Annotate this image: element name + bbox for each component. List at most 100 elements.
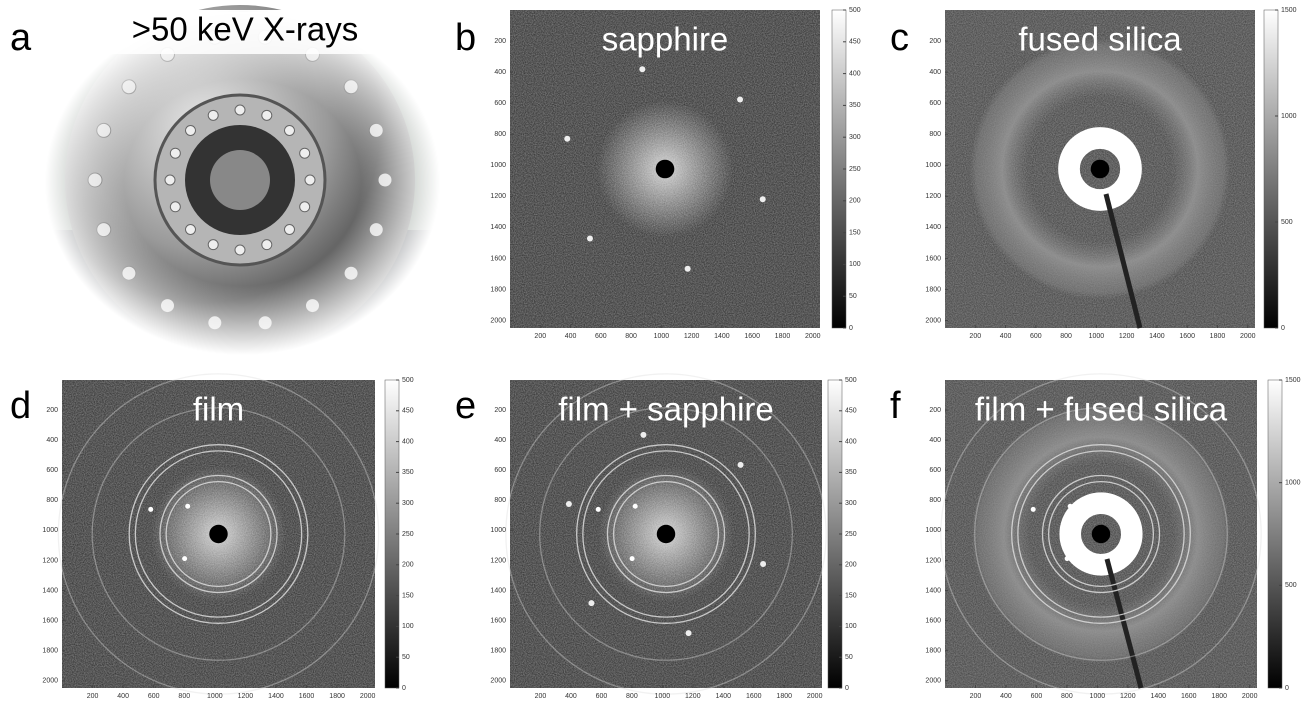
- y-tick-label: 1600: [490, 255, 506, 262]
- colorbar-tick-label: 350: [845, 469, 857, 476]
- x-tick-label: 1200: [685, 693, 701, 700]
- y-tick-label: 1600: [490, 617, 506, 624]
- colorbar-tick-label: 200: [845, 562, 857, 569]
- y-tick-label: 1800: [42, 648, 58, 655]
- colorbar-tick-label: 500: [1281, 219, 1293, 226]
- beamstop: [1092, 525, 1110, 543]
- bragg-spot: [596, 507, 601, 512]
- bragg-spot: [760, 561, 766, 567]
- y-tick-label: 800: [929, 497, 941, 504]
- x-tick-label: 400: [1000, 333, 1012, 340]
- y-tick-label: 1800: [490, 648, 506, 655]
- colorbar-tick-label: 0: [402, 685, 406, 692]
- y-tick-label: 200: [494, 38, 506, 45]
- bragg-spot: [185, 504, 190, 509]
- colorbar-tick-label: 300: [402, 500, 414, 507]
- y-tick-label: 600: [494, 467, 506, 474]
- x-tick-label: 2000: [1240, 333, 1256, 340]
- x-tick-label: 1000: [1090, 693, 1106, 700]
- panel-title: film + fused silica: [975, 391, 1228, 428]
- colorbar-tick-label: 150: [849, 229, 861, 236]
- y-tick-label: 1400: [490, 224, 506, 231]
- y-tick-label: 2000: [490, 317, 506, 324]
- x-tick-label: 1800: [1211, 693, 1227, 700]
- y-tick-label: 1000: [490, 162, 506, 169]
- y-tick-label: 1400: [925, 587, 941, 594]
- y-tick-label: 1000: [925, 527, 941, 534]
- colorbar-tick-label: 350: [849, 102, 861, 109]
- y-tick-label: 1200: [42, 557, 58, 564]
- y-tick-label: 200: [494, 407, 506, 414]
- bragg-spot: [630, 556, 635, 561]
- panel-title: >50 keV X-rays: [132, 11, 359, 48]
- x-tick-label: 1400: [268, 693, 284, 700]
- bragg-spot: [685, 266, 691, 272]
- y-tick-label: 1200: [490, 557, 506, 564]
- colorbar-tick-label: 50: [845, 654, 853, 661]
- y-tick-label: 800: [929, 131, 941, 138]
- x-tick-label: 1800: [1210, 333, 1226, 340]
- colorbar-tick-label: 1000: [1281, 113, 1297, 120]
- colorbar-tick-label: 250: [849, 166, 861, 173]
- x-tick-label: 600: [1031, 693, 1043, 700]
- x-tick-label: 2000: [1242, 693, 1258, 700]
- bragg-spot: [760, 196, 766, 202]
- colorbar-tick-label: 150: [402, 592, 414, 599]
- colorbar-tick-label: 400: [849, 70, 861, 77]
- y-tick-label: 2000: [925, 317, 941, 324]
- bragg-spot: [1065, 556, 1070, 561]
- colorbar-tick-label: 500: [845, 377, 857, 384]
- y-tick-label: 1400: [490, 587, 506, 594]
- y-tick-label: 1200: [925, 193, 941, 200]
- colorbar-tick-label: 100: [402, 623, 414, 630]
- x-tick-label: 800: [626, 693, 638, 700]
- colorbar-tick-label: 50: [402, 654, 410, 661]
- x-tick-label: 400: [565, 333, 577, 340]
- panel-title: film: [193, 391, 244, 428]
- colorbar-tick-label: 0: [1281, 325, 1285, 332]
- bragg-spot: [1031, 507, 1036, 512]
- x-tick-label: 2000: [805, 333, 821, 340]
- beamstop: [657, 525, 675, 543]
- panel-letter: e: [455, 385, 476, 427]
- x-tick-label: 400: [1000, 693, 1012, 700]
- x-tick-label: 2000: [360, 693, 376, 700]
- colorbar-tick-label: 500: [1285, 582, 1297, 589]
- y-tick-label: 200: [929, 38, 941, 45]
- x-tick-label: 800: [625, 333, 637, 340]
- y-tick-label: 1000: [490, 527, 506, 534]
- panel-letter: d: [10, 385, 31, 427]
- bragg-spot: [1068, 504, 1073, 509]
- y-tick-label: 2000: [490, 678, 506, 685]
- colorbar-tick-label: 450: [845, 408, 857, 415]
- x-tick-label: 600: [148, 693, 160, 700]
- colorbar-tick-label: 0: [849, 325, 853, 332]
- y-tick-label: 1200: [925, 557, 941, 564]
- panel-title: sapphire: [602, 21, 729, 58]
- y-tick-label: 400: [494, 69, 506, 76]
- chamber-photo: [45, 5, 440, 355]
- x-tick-label: 1600: [299, 693, 315, 700]
- x-tick-label: 1200: [1119, 333, 1135, 340]
- y-tick-label: 1600: [925, 255, 941, 262]
- x-tick-label: 600: [596, 693, 608, 700]
- colorbar-tick-label: 100: [845, 623, 857, 630]
- panel-letter: c: [890, 17, 909, 59]
- bragg-spot: [566, 501, 572, 507]
- colorbar-tick-label: 500: [402, 377, 414, 384]
- x-tick-label: 1000: [654, 333, 670, 340]
- colorbar-tick-label: 150: [845, 592, 857, 599]
- x-tick-label: 200: [969, 333, 981, 340]
- y-tick-label: 1000: [42, 527, 58, 534]
- colorbar-tick-label: 300: [849, 134, 861, 141]
- x-tick-label: 200: [87, 693, 99, 700]
- y-tick-label: 1600: [925, 617, 941, 624]
- beamstop: [1091, 160, 1110, 179]
- y-tick-label: 1800: [925, 286, 941, 293]
- colorbar-tick-label: 250: [402, 531, 414, 538]
- bragg-spot: [686, 630, 692, 636]
- x-tick-label: 1800: [775, 333, 791, 340]
- colorbar-tick-label: 0: [1285, 685, 1289, 692]
- bragg-spot: [640, 432, 646, 438]
- x-tick-label: 800: [178, 693, 190, 700]
